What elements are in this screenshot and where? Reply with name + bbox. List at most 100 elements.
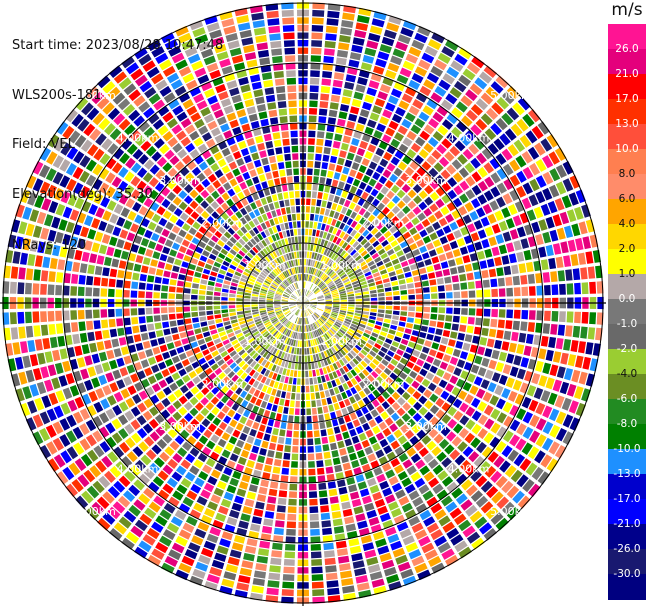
range-gate [339,494,350,502]
range-gate [382,109,393,119]
range-gate [55,203,66,216]
range-gate [364,470,374,480]
range-gate [326,268,332,275]
range-gate [293,293,298,298]
range-gate [379,84,391,94]
range-gate [441,182,452,192]
range-gate [171,124,183,135]
range-gate [204,263,213,270]
range-gate [291,236,295,244]
range-gate [322,313,329,318]
range-gate [206,258,215,265]
range-gate [574,311,581,324]
range-gate [97,517,111,531]
range-gate [155,52,169,64]
range-gate [287,422,293,430]
range-gate [273,201,280,209]
range-gate [87,229,97,240]
range-gate [227,409,236,418]
range-gate [460,95,473,107]
range-gate [162,433,173,444]
range-gate [371,18,385,28]
range-gate [477,414,488,426]
range-gate [303,303,309,307]
range-gate [357,76,368,86]
range-gate [281,283,287,289]
range-gate [246,106,257,115]
range-gate [323,276,330,283]
range-gate [142,60,156,72]
range-gate [462,525,476,538]
range-gate [311,284,315,291]
range-gate [192,317,199,323]
range-gate [276,312,283,317]
range-gate [198,311,206,316]
range-gate [527,273,535,284]
range-gate [379,552,392,562]
range-gate [285,311,291,316]
range-gate [304,251,307,258]
range-gate [62,206,73,219]
range-gate [191,294,198,300]
range-gate [362,542,375,552]
range-gate [401,216,410,225]
range-gate [330,94,341,103]
range-gate [307,446,314,453]
range-gate [229,509,240,519]
colorbar-tick-label: -2.0 [616,343,638,355]
range-gate [538,375,548,387]
range-gate [47,311,55,322]
range-gate [265,141,274,149]
range-gate [496,496,510,510]
range-gate [296,393,301,400]
range-gate [81,251,90,262]
range-gate [347,296,355,300]
range-gate [184,471,196,482]
range-gate [273,139,282,147]
range-gate [480,501,494,514]
range-gate [317,319,323,325]
range-gate [206,341,215,348]
range-gate [109,382,119,393]
range-gate [310,332,314,339]
range-gate [190,418,200,428]
range-gate [303,298,308,303]
range-gate [294,236,298,244]
range-gate [555,428,567,442]
range-gate [241,235,249,243]
range-gate [412,206,422,215]
range-gate [313,346,318,354]
range-gate [258,337,265,344]
range-gate [307,355,311,362]
range-gate [316,309,323,314]
range-gate [316,345,320,353]
range-gate [555,411,567,425]
range-gate [357,481,368,490]
range-gate [195,352,204,360]
range-gate [452,315,460,323]
range-gate [367,339,375,346]
range-gate [311,400,316,408]
range-gate [345,283,352,288]
range-gate [491,223,501,234]
range-gate [65,162,77,176]
range-gate [357,399,365,408]
range-gate [229,293,236,298]
range-gate [349,202,356,210]
range-gate [303,298,308,303]
range-gate [55,285,62,296]
range-gate [322,265,328,272]
range-gate [244,307,251,311]
range-gate [383,151,393,161]
range-gate [256,264,263,271]
range-gate [195,246,204,254]
range-gate [391,402,401,411]
range-gate [107,143,119,155]
range-gate [29,209,40,223]
range-gate [314,361,319,369]
range-gate [157,337,166,345]
range-gate [352,241,359,248]
range-gate [440,261,449,269]
range-gate [204,15,218,25]
range-gate [359,261,367,268]
